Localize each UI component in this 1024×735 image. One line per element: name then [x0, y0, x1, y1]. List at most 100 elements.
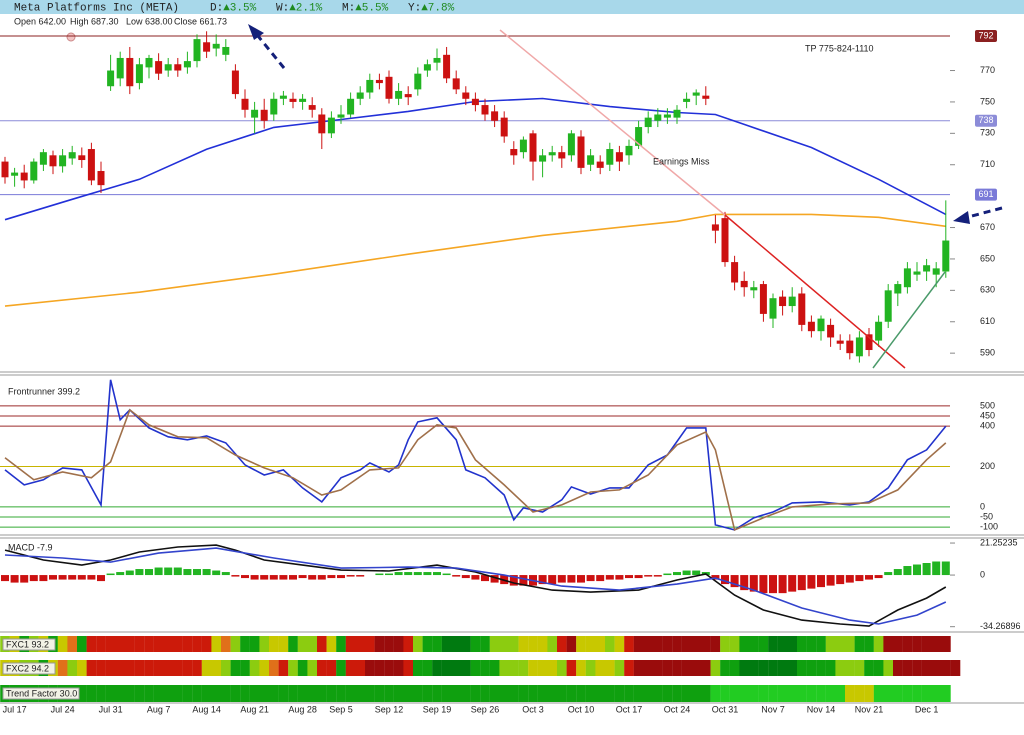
histogram-bar: [241, 575, 249, 579]
heat-cell: [701, 685, 711, 702]
y-tick-label: -50: [980, 511, 993, 521]
heat-cell: [326, 660, 337, 676]
heat-cell: [720, 660, 730, 676]
histogram-bar: [346, 575, 355, 577]
heat-cell: [547, 636, 558, 652]
histogram-bar: [663, 573, 672, 576]
candle-body: [30, 161, 38, 181]
candle-body: [836, 340, 844, 344]
histogram-bar: [865, 575, 873, 580]
candle-body: [375, 79, 383, 84]
change-value: ▲7.8%: [421, 2, 454, 14]
header-title: Meta Platforms Inc (META): [14, 2, 179, 14]
histogram-bar: [538, 575, 547, 585]
heat-cell: [221, 636, 231, 652]
change-label: M:: [342, 2, 355, 14]
heat-cell: [768, 660, 778, 676]
heat-cell: [931, 685, 942, 702]
heat-cell: [681, 660, 692, 676]
heat-cell: [845, 636, 855, 652]
heat-cell: [873, 660, 884, 676]
candle-body: [193, 39, 201, 62]
plot-layers: 590 610 630 650 670 710 730 750 770 Jul 17 Jul 24 J…: [0, 29, 1021, 714]
heat-cell: [249, 685, 260, 702]
heat-cell: [576, 660, 586, 676]
histogram-bar: [193, 569, 201, 576]
x-tick-label: Sep 19: [423, 704, 452, 714]
candle-body: [126, 57, 134, 87]
histogram-bar: [788, 575, 797, 592]
candle-body: [788, 296, 796, 307]
heat-cell: [432, 660, 442, 676]
candle-body: [222, 46, 230, 55]
heat-cell: [403, 636, 414, 652]
heat-cell: [931, 660, 942, 676]
candle-body: [548, 152, 556, 156]
heat-cell: [307, 660, 318, 676]
histogram-bar: [97, 575, 105, 582]
heat-cell: [77, 685, 87, 702]
heat-cell: [288, 636, 298, 652]
change: M:▲5.5%: [342, 2, 389, 14]
heat-cell: [451, 685, 462, 702]
heat-cell: [153, 636, 164, 652]
heat-cell: [931, 636, 942, 652]
candle-body: [577, 136, 585, 168]
level-label: 691: [978, 189, 993, 199]
heat-cell: [893, 636, 903, 652]
heat-cell: [806, 660, 817, 676]
heat-cell: [739, 660, 750, 676]
level-label: 738: [978, 115, 993, 125]
heat-cell: [806, 685, 817, 702]
heat-cell: [729, 685, 740, 702]
histogram-bar: [87, 575, 96, 580]
histogram-bar: [548, 575, 557, 585]
heat-cell: [317, 660, 327, 676]
heat-cell: [653, 660, 663, 676]
heat-cell: [413, 685, 423, 702]
histogram-bar: [519, 575, 528, 586]
heat-cell: [307, 685, 318, 702]
heat-cell: [125, 660, 135, 676]
heat-cell: [614, 685, 625, 702]
heat-cell: [355, 636, 366, 652]
candle-body: [663, 114, 671, 118]
candle-body: [644, 117, 652, 128]
heat-cell: [729, 660, 740, 676]
histogram-bar: [413, 572, 422, 576]
histogram-bar: [817, 575, 825, 588]
heat-cell: [182, 685, 193, 702]
line: [4, 379, 947, 531]
candle-body: [673, 109, 681, 118]
candle-body: [385, 76, 393, 99]
candle-body: [807, 321, 815, 332]
x-tick-label: Nov 7: [761, 704, 785, 714]
candle-body: [174, 64, 182, 71]
candle-body: [68, 152, 76, 159]
heat-cell: [451, 660, 462, 676]
y-tick-label: 500: [980, 400, 995, 410]
candle-body: [846, 340, 854, 354]
heat-cell: [864, 685, 874, 702]
histogram-bar: [596, 575, 605, 582]
candle-body: [423, 64, 431, 71]
candle-body: [97, 171, 105, 186]
x-tick-label: Oct 17: [616, 704, 643, 714]
candle-body: [615, 152, 623, 162]
candle-body: [135, 64, 143, 84]
y-tick-label: 0: [980, 501, 985, 511]
heat-cell: [854, 660, 865, 676]
heat-cell: [595, 660, 606, 676]
heat-cell: [701, 636, 711, 652]
heat-cell: [662, 660, 673, 676]
x-tick-label: Oct 10: [568, 704, 595, 714]
line: [4, 408, 947, 532]
histogram-bar: [797, 575, 806, 591]
heat-cell: [614, 660, 625, 676]
heat-cell: [249, 636, 260, 652]
heat-cell: [153, 660, 164, 676]
level-badge: [975, 188, 997, 201]
histogram-bar: [586, 575, 595, 582]
